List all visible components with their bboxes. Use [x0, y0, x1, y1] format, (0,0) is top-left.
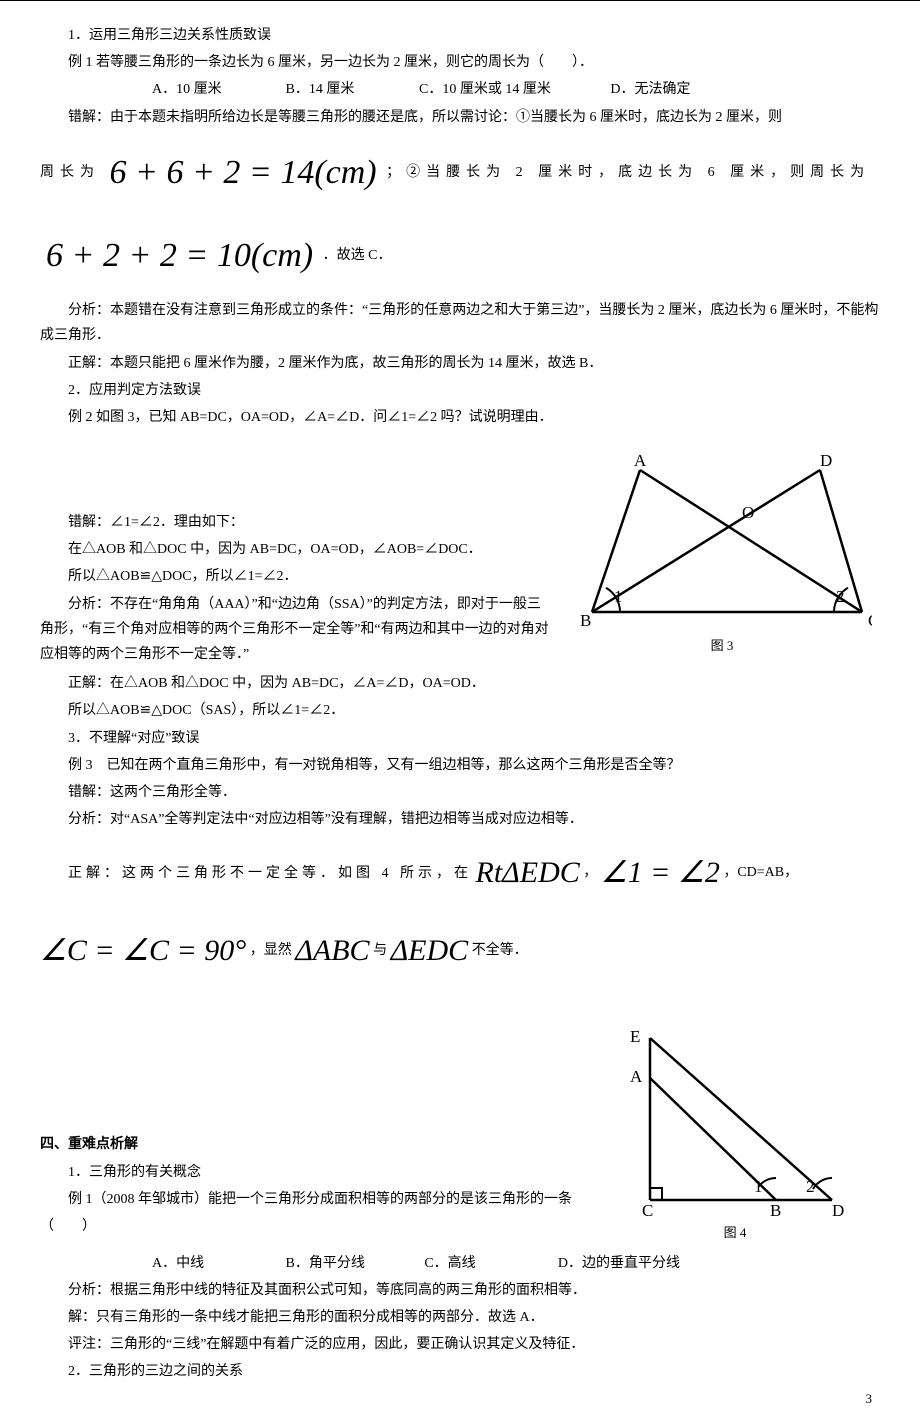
- ex3-tail: 不全等．: [472, 944, 528, 959]
- ex3-f3: ∠C = ∠C = 90°: [40, 912, 246, 990]
- ex1-correct: 正解：本题只能把 6 厘米作为腰，2 厘米作为底，故三角形的周长为 14 厘米，…: [40, 351, 880, 376]
- ex1-analysis: 分析：本题错在没有注意到三角形成立的条件：“三角形的任意两边之和大于第三边”，当…: [40, 298, 880, 348]
- ex1-opt-d: D．无法确定: [554, 77, 690, 102]
- figure3-container: A D B C O 1 2 图 3: [572, 452, 872, 657]
- s4-ex1-note: 评注：三角形的“三线”在解题中有着广泛的应用，因此，要正确认识其定义及特征．: [40, 1332, 880, 1357]
- ex3-f5: ΔEDC: [391, 912, 469, 990]
- ex3-correct-block: 正解：这两个三角形不一定全等．如图 4 所示，在 RtΔEDC ， ∠1 = ∠…: [40, 834, 880, 990]
- svg-text:E: E: [630, 1027, 640, 1046]
- ex1-cont2: ．故选 C．: [323, 248, 392, 263]
- svg-text:1: 1: [754, 1177, 763, 1196]
- figure4-caption: 图 4: [620, 1221, 850, 1244]
- svg-text:B: B: [770, 1201, 781, 1219]
- ex1-options: A．10 厘米 B．14 厘米 C．10 厘米或 14 厘米 D．无法确定: [40, 77, 880, 102]
- ex1-opt-b: B．14 厘米: [230, 77, 360, 102]
- svg-text:O: O: [742, 503, 754, 522]
- svg-text:2: 2: [806, 1177, 815, 1196]
- s4-2-title: 2．三角形的三边之间的关系: [40, 1359, 880, 1384]
- ex3-correct-lead: 正解：这两个三角形不一定全等．如图 4 所示，在: [68, 866, 472, 881]
- sec4-block: EACBD12 图 4 四、重难点析解 1．三角形的有关概念 例 1（2008 …: [40, 1020, 880, 1248]
- figure4-svg: E A C B D 1 2: [620, 1024, 850, 1219]
- svg-text:1: 1: [614, 587, 623, 606]
- svg-text:D: D: [820, 452, 832, 470]
- svg-text:2: 2: [836, 587, 845, 606]
- item3-title: 3．不理解“对应”致误: [40, 726, 880, 751]
- page-container: 1．运用三角形三边关系性质致误 例 1 若等腰三角形的一条边长为 6 厘米，另一…: [0, 0, 920, 1427]
- ex1-opt-a: A．10 厘米: [96, 77, 226, 102]
- ex3-f2: ∠1 = ∠2: [601, 834, 720, 912]
- ex1-formula-line2: 6 + 2 + 2 = 10(cm) ．故选 C．: [40, 215, 880, 296]
- ex3-f4: ΔABC: [295, 912, 369, 990]
- s4-opt-b: B．角平分线: [230, 1251, 365, 1276]
- ex1-question: 例 1 若等腰三角形的一条边长为 6 厘米，另一边长为 2 厘米，则它的周长为（…: [40, 50, 880, 75]
- s4-ex1-analysis: 分析：根据三角形中线的特征及其面积公式可知，等底同高的两三角形的面积相等．: [40, 1278, 880, 1303]
- svg-text:B: B: [580, 611, 591, 630]
- ex3-analysis: 分析：对“ASA”全等判定法中“对应边相等”没有理解，错把边相等当成对应边相等．: [40, 807, 880, 832]
- svg-text:D: D: [832, 1201, 844, 1219]
- ex3-wrong: 错解：这两个三角形全等．: [40, 780, 880, 805]
- figure3-svg: A D B C O 1 2: [572, 452, 872, 632]
- ex2-block: ADBCO12 图 3 错解：∠1=∠2．理由如下： 在△AOB 和△DOC 中…: [40, 448, 880, 669]
- ex2-question: 例 2 如图 3，已知 AB=DC，OA=OD，∠A=∠D．问∠1=∠2 吗？试…: [40, 405, 880, 430]
- item1-title: 1．运用三角形三边关系性质致误: [40, 23, 880, 48]
- svg-text:C: C: [642, 1201, 653, 1219]
- ex1-cont: ；②当腰长为 2 厘米时，底边长为 6 厘米，则周长为: [386, 165, 870, 180]
- ex3-m4: 与: [373, 944, 387, 959]
- ex2-correct2: 所以△AOB≌△DOC（SAS），所以∠1=∠2．: [40, 698, 880, 723]
- s4-opt-c: C．高线: [368, 1251, 498, 1276]
- s4-ex1-solution: 解：只有三角形的一条中线才能把三角形的面积分成相等的两部分．故选 A．: [40, 1305, 880, 1330]
- ex1-wrong: 错解：由于本题未指明所给边长是等腰三角形的腰还是底，所以需讨论：①当腰长为 6 …: [40, 105, 880, 130]
- s4-opt-a: A．中线: [96, 1251, 226, 1276]
- ex1-peri-label: 周长为: [40, 165, 100, 180]
- ex3-m1: ，: [583, 866, 597, 881]
- svg-text:C: C: [868, 611, 872, 630]
- s4-ex1-options: A．中线 B．角平分线 C．高线 D．边的垂直平分线: [40, 1251, 880, 1276]
- ex1-formula-line1: 周长为 6 + 6 + 2 = 14(cm) ；②当腰长为 2 厘米时，底边长为…: [40, 132, 880, 213]
- item2-title: 2．应用判定方法致误: [40, 378, 880, 403]
- page-number: 3: [866, 1387, 873, 1410]
- figure3-caption: 图 3: [572, 634, 872, 657]
- ex3-m2: ，CD=AB，: [723, 866, 798, 881]
- ex3-question: 例 3 已知在两个直角三角形中，有一对锐角相等，又有一组边相等，那么这两个三角形…: [40, 753, 880, 778]
- ex1-opt-c: C．10 厘米或 14 厘米: [363, 77, 551, 102]
- ex1-formula1: 6 + 6 + 2 = 14(cm): [110, 142, 377, 203]
- ex3-m3: ，显然: [250, 944, 292, 959]
- ex1-formula2: 6 + 2 + 2 = 10(cm): [46, 225, 313, 286]
- svg-text:A: A: [630, 1067, 643, 1086]
- figure4-container: E A C B D 1 2 图 4: [620, 1024, 850, 1244]
- ex2-correct1: 正解：在△AOB 和△DOC 中，因为 AB=DC，∠A=∠D，OA=OD．: [40, 671, 880, 696]
- s4-opt-d: D．边的垂直平分线: [502, 1251, 680, 1276]
- svg-text:A: A: [634, 452, 647, 470]
- ex3-f1: RtΔEDC: [476, 834, 580, 912]
